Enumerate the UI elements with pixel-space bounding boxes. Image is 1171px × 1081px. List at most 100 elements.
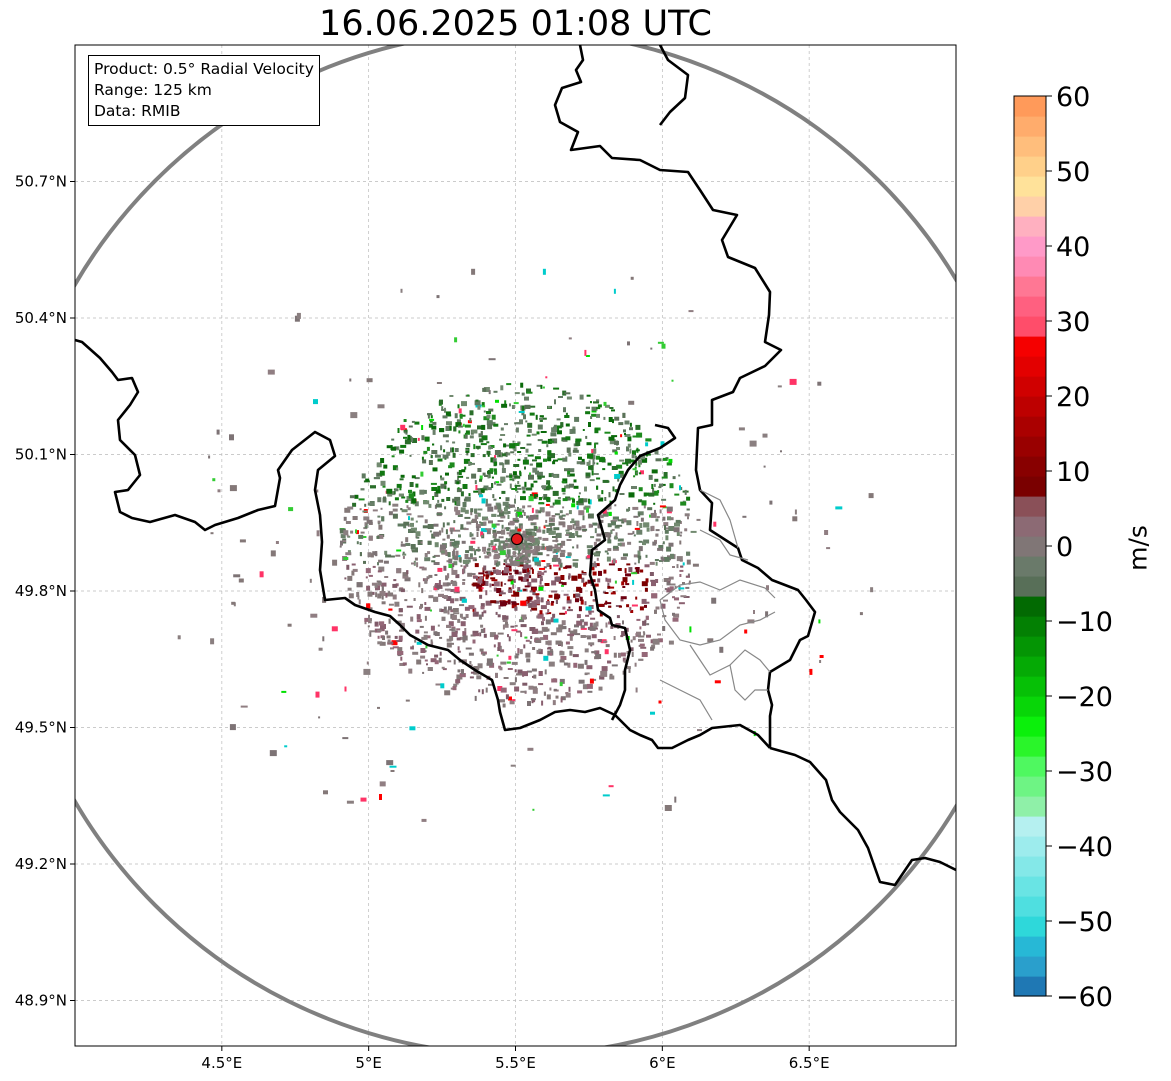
echo-pixel [392, 646, 399, 649]
echo-pixel [623, 659, 628, 663]
echo-pixel [426, 635, 431, 639]
echo-pixel [427, 414, 430, 419]
echo-pixel [281, 690, 287, 693]
echo-pixel [592, 548, 598, 551]
echo-pixel [488, 390, 491, 395]
echo-pixel [377, 570, 382, 573]
latitude-axis: 50.7°N50.4°N50.1°N49.8°N49.5°N49.2°N48.9… [15, 173, 75, 1010]
echo-pixel [512, 471, 517, 476]
echo-pixel [509, 575, 514, 580]
echo-pixel [208, 455, 211, 459]
echo-pixel [415, 483, 419, 488]
echo-pixel [377, 593, 382, 599]
echo-pixel [490, 572, 494, 576]
echo-pixel [643, 522, 650, 528]
echo-pixel [473, 670, 480, 675]
echo-pixel [356, 582, 363, 588]
echo-pixel [762, 433, 768, 438]
echo-pixel [480, 528, 487, 533]
echo-pixel [364, 522, 367, 527]
echo-pixel [347, 506, 354, 510]
echo-pixel [714, 680, 721, 684]
echo-pixel [590, 591, 593, 597]
echo-pixel [602, 509, 607, 514]
colorbar-segment [1014, 936, 1046, 957]
echo-pixel [502, 541, 505, 547]
echo-pixel [441, 666, 445, 669]
echo-pixel [372, 551, 377, 556]
echo-pixel [541, 560, 546, 562]
echo-pixel [549, 648, 553, 651]
echo-pixel [356, 530, 359, 535]
echo-pixel [446, 497, 451, 501]
echo-pixel [433, 554, 440, 557]
colorbar-segment [1014, 716, 1046, 737]
lat-tick-label: 50.7°N [15, 173, 67, 191]
echo-pixel [421, 567, 427, 571]
echo-pixel [419, 625, 424, 628]
echo-pixel [431, 450, 438, 454]
echo-pixel [637, 559, 640, 564]
echo-pixel [661, 558, 665, 562]
echo-pixel [442, 582, 449, 587]
echo-pixel [535, 594, 539, 598]
echo-pixel [390, 647, 394, 650]
echo-pixel [391, 455, 395, 458]
echo-pixel [474, 559, 477, 561]
echo-pixel [553, 555, 559, 557]
echo-pixel [638, 464, 641, 468]
echo-pixel [624, 434, 631, 437]
echo-pixel [586, 545, 593, 549]
echo-pixel [315, 691, 320, 698]
echo-pixel [476, 675, 482, 680]
echo-pixel [697, 729, 702, 732]
echo-pixel [582, 684, 588, 690]
echo-pixel [542, 616, 545, 621]
echo-pixel [606, 556, 611, 562]
echo-pixel [522, 459, 529, 465]
echo-pixel [447, 660, 452, 663]
echo-pixel [602, 511, 609, 517]
echo-pixel [554, 499, 561, 505]
echo-pixel [538, 586, 544, 591]
echo-pixel [628, 567, 633, 573]
echo-pixel [561, 514, 566, 517]
echo-pixel [370, 553, 374, 558]
echo-pixel [525, 531, 532, 536]
echo-pixel [599, 457, 606, 463]
echo-pixel [525, 652, 531, 658]
echo-pixel [508, 587, 512, 590]
echo-pixel [376, 580, 381, 583]
echo-pixel [569, 553, 572, 556]
echo-pixel [559, 553, 565, 557]
echo-pixel [494, 634, 499, 640]
echo-pixel [442, 415, 448, 419]
echo-pixel [424, 606, 431, 611]
echo-pixel [661, 343, 666, 349]
echo-pixel [515, 422, 520, 425]
echo-pixel [394, 497, 399, 501]
echo-pixel [482, 652, 486, 656]
echo-pixel [673, 527, 680, 533]
echo-pixel [400, 424, 406, 430]
echo-pixel [645, 554, 648, 558]
echo-pixel [391, 438, 395, 441]
echo-pixel [492, 546, 496, 550]
echo-pixel [477, 512, 481, 517]
echo-pixel [636, 529, 643, 535]
echo-pixel [483, 521, 487, 526]
echo-pixel [593, 541, 597, 546]
echo-pixel [596, 462, 599, 465]
echo-pixel [662, 541, 665, 545]
echo-pixel [576, 544, 579, 549]
echo-pixel [565, 496, 571, 499]
echo-pixel [515, 571, 522, 575]
echo-pixel [573, 662, 578, 668]
echo-pixel [465, 430, 470, 434]
echo-pixel [674, 597, 679, 601]
echo-pixel [488, 683, 493, 686]
echo-pixel [655, 518, 659, 522]
echo-pixel [396, 568, 402, 574]
echo-pixel [541, 485, 546, 488]
